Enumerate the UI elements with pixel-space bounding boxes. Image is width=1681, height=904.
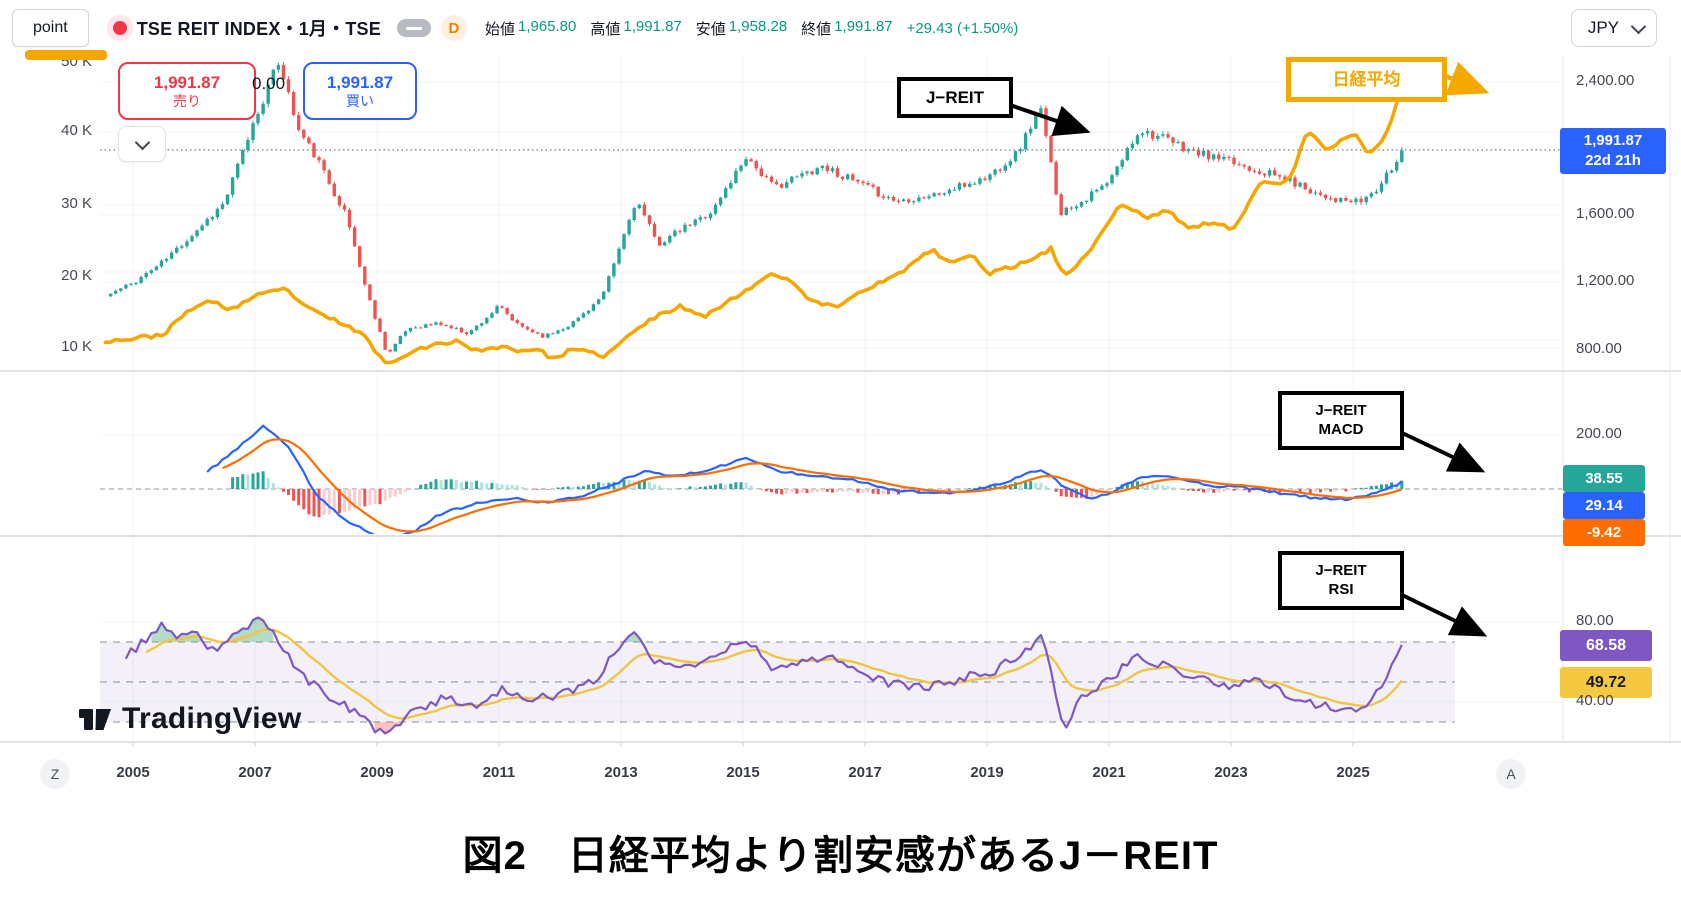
right-axis-tick-2400: 2,400.00	[1576, 72, 1635, 89]
macd-hist-badge: 38.55	[1563, 465, 1645, 492]
right-axis-tick-1600: 1,600.00	[1576, 205, 1635, 222]
symbol-marker-icon	[112, 21, 127, 35]
year-label-2015: 2015	[726, 764, 760, 781]
currency-dropdown[interactable]: JPY	[1570, 9, 1657, 47]
nikkei-annotation-box[interactable]: 日経平均	[1286, 57, 1447, 102]
jreit-annotation-box[interactable]: J−REIT	[897, 77, 1013, 118]
collapse-widget-button[interactable]	[118, 126, 166, 162]
buy-button[interactable]: 1,991.87 買い	[303, 62, 417, 120]
interval-badge[interactable]: D	[440, 15, 467, 41]
rsi-annotation-box[interactable]: J−REIT RSI	[1278, 551, 1404, 610]
year-label-2007: 2007	[238, 764, 272, 781]
macd-signal-badge: -9.42	[1563, 519, 1645, 546]
spread-value: 0.00	[252, 74, 286, 93]
left-axis-tick-30k: 30 K	[61, 195, 92, 212]
rsi-value-badge: 68.58	[1560, 630, 1652, 661]
macd-annotation-box[interactable]: J−REIT MACD	[1278, 391, 1404, 450]
visibility-toggle-minus-icon[interactable]	[396, 19, 431, 37]
point-label-box[interactable]: point	[12, 9, 89, 47]
low-value: 1,958.28	[728, 17, 788, 35]
symbol-title[interactable]: TSE REIT INDEX・1月・TSE	[136, 19, 381, 39]
year-label-2005: 2005	[116, 764, 150, 781]
year-label-2019: 2019	[970, 764, 1004, 781]
left-axis-tick-10k: 10 K	[61, 338, 92, 355]
bar-countdown: 22d 21h	[1585, 152, 1641, 169]
left-axis-tick-20k: 20 K	[61, 267, 92, 284]
close-label: 終値	[801, 20, 832, 38]
open-label: 始値	[484, 20, 515, 38]
rsi-annotation-line1: J−REIT	[1315, 561, 1367, 579]
change-value: +29.43 (+1.50%)	[906, 19, 1019, 37]
macd-annotation-line1: J−REIT	[1315, 401, 1367, 419]
chevron-down-icon	[134, 134, 150, 150]
high-value: 1,991.87	[623, 17, 682, 35]
buy-label: 買い	[346, 92, 374, 109]
currency-value: JPY	[1587, 18, 1619, 37]
year-label-2021: 2021	[1092, 764, 1126, 781]
last-price-badge: 1,991.87 22d 21h	[1560, 128, 1666, 174]
chart-header: point TSE REIT INDEX・1月・TSE D 始値 1,965.80…	[0, 0, 1681, 56]
chevron-down-icon	[1630, 18, 1647, 34]
sell-price: 1,991.87	[153, 73, 221, 93]
rsi-axis-tick-80: 80.00	[1576, 612, 1614, 629]
rsi-axis-tick-40: 40.00	[1576, 692, 1614, 709]
year-label-2017: 2017	[848, 764, 882, 781]
adjust-button[interactable]: A	[1496, 759, 1526, 789]
right-axis-tick-1200: 1,200.00	[1576, 272, 1635, 289]
year-label-2013: 2013	[604, 764, 638, 781]
figure-caption: 図2 日経平均より割安感があるJ－REIT	[0, 800, 1681, 904]
left-axis-tick-40k: 40 K	[61, 122, 92, 139]
high-label: 高値	[590, 20, 621, 38]
ohlc-readout: 始値 1,965.80 高値 1,991.87 安値 1,958.28 終値 1,991…	[485, 18, 1018, 39]
buy-price: 1,991.87	[326, 73, 394, 93]
macd-annotation-line2: MACD	[1318, 420, 1364, 438]
tradingview-logo-icon	[79, 709, 111, 730]
year-label-2025: 2025	[1336, 764, 1370, 781]
figure-caption-text: 図2 日経平均より割安感があるJ－REIT	[462, 834, 1219, 878]
sell-label: 売り	[173, 92, 201, 109]
year-label-2011: 2011	[482, 764, 516, 781]
nikkei-axis-marker	[25, 50, 107, 60]
rsi-annotation-line2: RSI	[1328, 580, 1354, 598]
tradingview-watermark[interactable]: TradingView	[76, 700, 301, 738]
sell-button[interactable]: 1,991.87 売り	[118, 62, 256, 120]
timezone-button[interactable]: Z	[40, 759, 70, 789]
tradingview-watermark-text: TradingView	[122, 702, 302, 735]
macd-axis-tick-200: 200.00	[1576, 425, 1622, 442]
rsi-ma-badge: 49.72	[1560, 667, 1652, 698]
year-label-2023: 2023	[1214, 764, 1248, 781]
right-axis-tick-800: 800.00	[1576, 340, 1622, 357]
low-label: 安値	[695, 20, 726, 38]
jreit-annotation-label: J−REIT	[925, 87, 985, 107]
chart-canvas[interactable]	[0, 0, 1681, 800]
open-value: 1,965.80	[517, 17, 577, 35]
last-price: 1,991.87	[1583, 131, 1643, 149]
close-value: 1,991.87	[834, 17, 893, 35]
year-label-2009: 2009	[360, 764, 394, 781]
macd-line-badge: 29.14	[1563, 492, 1645, 519]
nikkei-annotation-label: 日経平均	[1332, 69, 1401, 89]
